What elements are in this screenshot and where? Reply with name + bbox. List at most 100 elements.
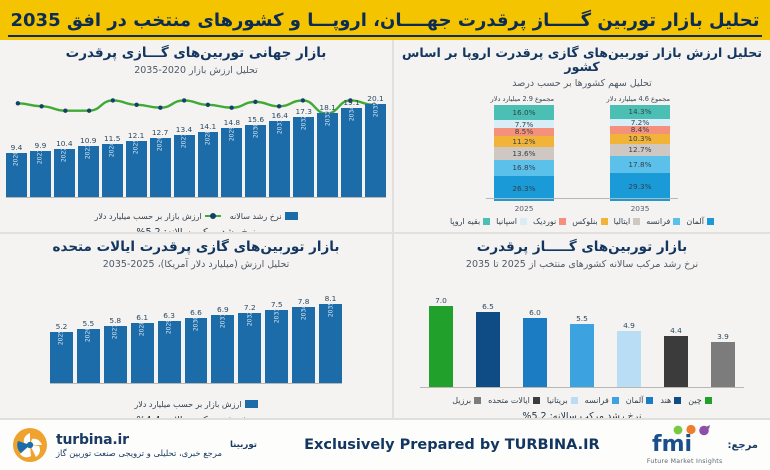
stack-segment: 8.4% (610, 125, 670, 134)
legend-label: برزیل (452, 395, 472, 405)
bar: 6.3 2029 (157, 311, 181, 383)
bar-value-label: 6.0 (529, 307, 541, 317)
legend-swatch-icon (483, 217, 491, 225)
bar: 12.7 2026 (149, 128, 171, 197)
global-legend: نرخ رشد سالانه ارزش بازار بر حسب میلیارد… (6, 212, 386, 221)
usa-panel-subtitle: تحلیل ارزش (میلیارد دلار آمریکا)، 2025-2… (102, 258, 290, 270)
bar-column: 5.2 2025 (50, 277, 73, 383)
bar: 6.9 2031 (211, 305, 235, 383)
bar-category-label: 2029 (228, 125, 236, 141)
bar-column: 18.1 2033 (317, 79, 339, 197)
bar: 7.0 (428, 296, 454, 387)
bar-column: 5.8 2027 (103, 277, 127, 383)
stack-total-label: مجموع 4.6 میلیارد دلار (606, 94, 670, 103)
countries-panel-title: بازار توربین‌های گـــــاز پرقدرت (476, 239, 688, 255)
legend-label: آلمان (625, 395, 644, 405)
stack-segment: 14.3% (610, 104, 670, 119)
turbina-logo-icon (13, 428, 47, 462)
countries-cagr-note: نرخ رشد مرکب سالانه: 5.2% (522, 410, 642, 422)
bar: 3.9 (710, 332, 736, 387)
bar-column: 19.1 2034 (341, 79, 363, 197)
stack-segment: 17.8% (610, 155, 670, 173)
legend-label: ایتالیا (613, 216, 631, 226)
bar: 5.5 (569, 314, 595, 387)
legend-swatch-icon (520, 217, 528, 225)
fmi-logo-icon: fmi (652, 424, 710, 457)
bar-column: 7.8 2034 (292, 277, 316, 383)
bar-column: 11.5 2024 (101, 79, 123, 197)
legend-item-annual-growth: نرخ رشد سالانه (230, 212, 298, 221)
svg-text:fmi: fmi (652, 432, 692, 453)
bar-value-label: 8.1 (324, 293, 337, 303)
legend-item-اسپانیا: اسپانیا (496, 217, 528, 226)
bar-value-label: 5.5 (576, 313, 588, 323)
legend-label-market-value: ارزش بازار بر حسب میلیارد دلار (94, 211, 202, 221)
footer-brand-block: turbina.ir مرجع خبری، تحلیلی و ترویجی صن… (12, 427, 257, 463)
legend-swatch-icon (532, 396, 540, 404)
bar-value-label: 16.4 (271, 110, 289, 120)
legend-swatch-icon (600, 217, 608, 225)
stack-segment: 29.3% (610, 172, 670, 201)
bar-category-label: 2035 (372, 101, 380, 117)
bar-column: 16.4 2031 (269, 79, 291, 197)
bar-category-label: 2032 (246, 310, 254, 326)
bar-column: 7.2 2032 (238, 277, 262, 383)
usa-legend: ارزش بازار بر حسب میلیارد دلار (6, 400, 386, 409)
legend-swatch-icon (646, 396, 654, 404)
bar-column: 7.0 (420, 279, 462, 387)
bar-category-label: 2027 (180, 132, 188, 148)
europe-stacked-chart: مجموع 2.9 میلیارد دلار 16.0% 7.7% 8.5% 11.2%… (400, 95, 764, 213)
bar: 14.1 2028 (197, 122, 219, 197)
bar-category-label: 2020 (12, 150, 20, 166)
bar-value-label: 15.6 (247, 114, 265, 124)
legend-swatch-line-icon (204, 212, 221, 220)
legend-label: فرانسه (584, 395, 609, 405)
bar: 9.4 2020 (6, 143, 27, 197)
title-underline (8, 35, 762, 37)
stack-segment: 8.5% (494, 127, 554, 136)
bar-category-label: 2030 (192, 315, 200, 331)
global-panel-title: بازار جهانی توربین‌های گـــازی پرقدرت (65, 45, 327, 61)
bar-category-label: 2035 (327, 301, 335, 317)
bar-category-label: 2025 (57, 329, 65, 345)
bar-category-label: 2028 (138, 320, 146, 336)
bar-value-label: 6.1 (136, 312, 149, 322)
bar-column: 14.1 2028 (197, 79, 219, 197)
legend-label: بریتانیا (546, 395, 568, 405)
bar-column: 6.5 (467, 279, 509, 387)
bar-value-label: 12.1 (127, 130, 145, 140)
stack-segment: 11.2% (494, 135, 554, 147)
bar-value-label: 4.9 (623, 320, 635, 330)
bar-category-label: 2033 (273, 307, 281, 323)
bar-value-label: 17.3 (295, 106, 312, 116)
legend-swatch-bar-icon (244, 400, 258, 409)
brand-domain: turbina.ir (56, 432, 129, 448)
page-footer: turbina.ir مرجع خبری، تحلیلی و ترویجی صن… (0, 418, 770, 470)
legend-label: بقیه اروپا (450, 216, 481, 226)
brand-name-fa: توربینا (229, 440, 257, 450)
bar: 5.8 2027 (103, 316, 127, 383)
countries-panel-subtitle: نرخ رشد مرکب سالانه کشورهای منتخب از 202… (465, 258, 699, 270)
bar-value-label: 19.1 (343, 97, 360, 107)
bar-value-label: 4.4 (670, 325, 682, 335)
bar-column: 4.4 (655, 279, 697, 387)
europe-panel-title: تحلیل ارزش بازار توربین‌های گازی پرقدرت … (401, 45, 762, 75)
page-title-band: تحلیل بازار توربین گـــــاز پرقدرت جهـــ… (0, 0, 770, 40)
global-market-chart: 9.4 2020 9.9 2021 10.4 2022 10.9 2023 11.5 2024 12… (6, 80, 386, 198)
legend-swatch-icon (706, 217, 714, 225)
bar-value-label: 5.8 (109, 315, 122, 325)
bar-value-label: 5.5 (82, 318, 95, 328)
bar: 6.1 2028 (130, 313, 154, 383)
legend-item-آلمان: آلمان (686, 217, 714, 226)
bar: 12.1 2025 (125, 131, 147, 197)
bar-category-label: 2023 (84, 143, 92, 159)
legend-item-برزیل: برزیل (452, 395, 482, 405)
stack-x-axis-line (486, 197, 678, 199)
bar-column: 13.4 2027 (173, 79, 195, 197)
bar-category-label: 2034 (300, 304, 308, 320)
bar: 9.9 2021 (29, 141, 51, 197)
legend-swatch-icon (704, 396, 712, 404)
bar-column: 10.9 2023 (77, 79, 99, 197)
bar-column: 7.5 2033 (265, 277, 289, 383)
bar-column: 12.7 2026 (149, 79, 171, 197)
